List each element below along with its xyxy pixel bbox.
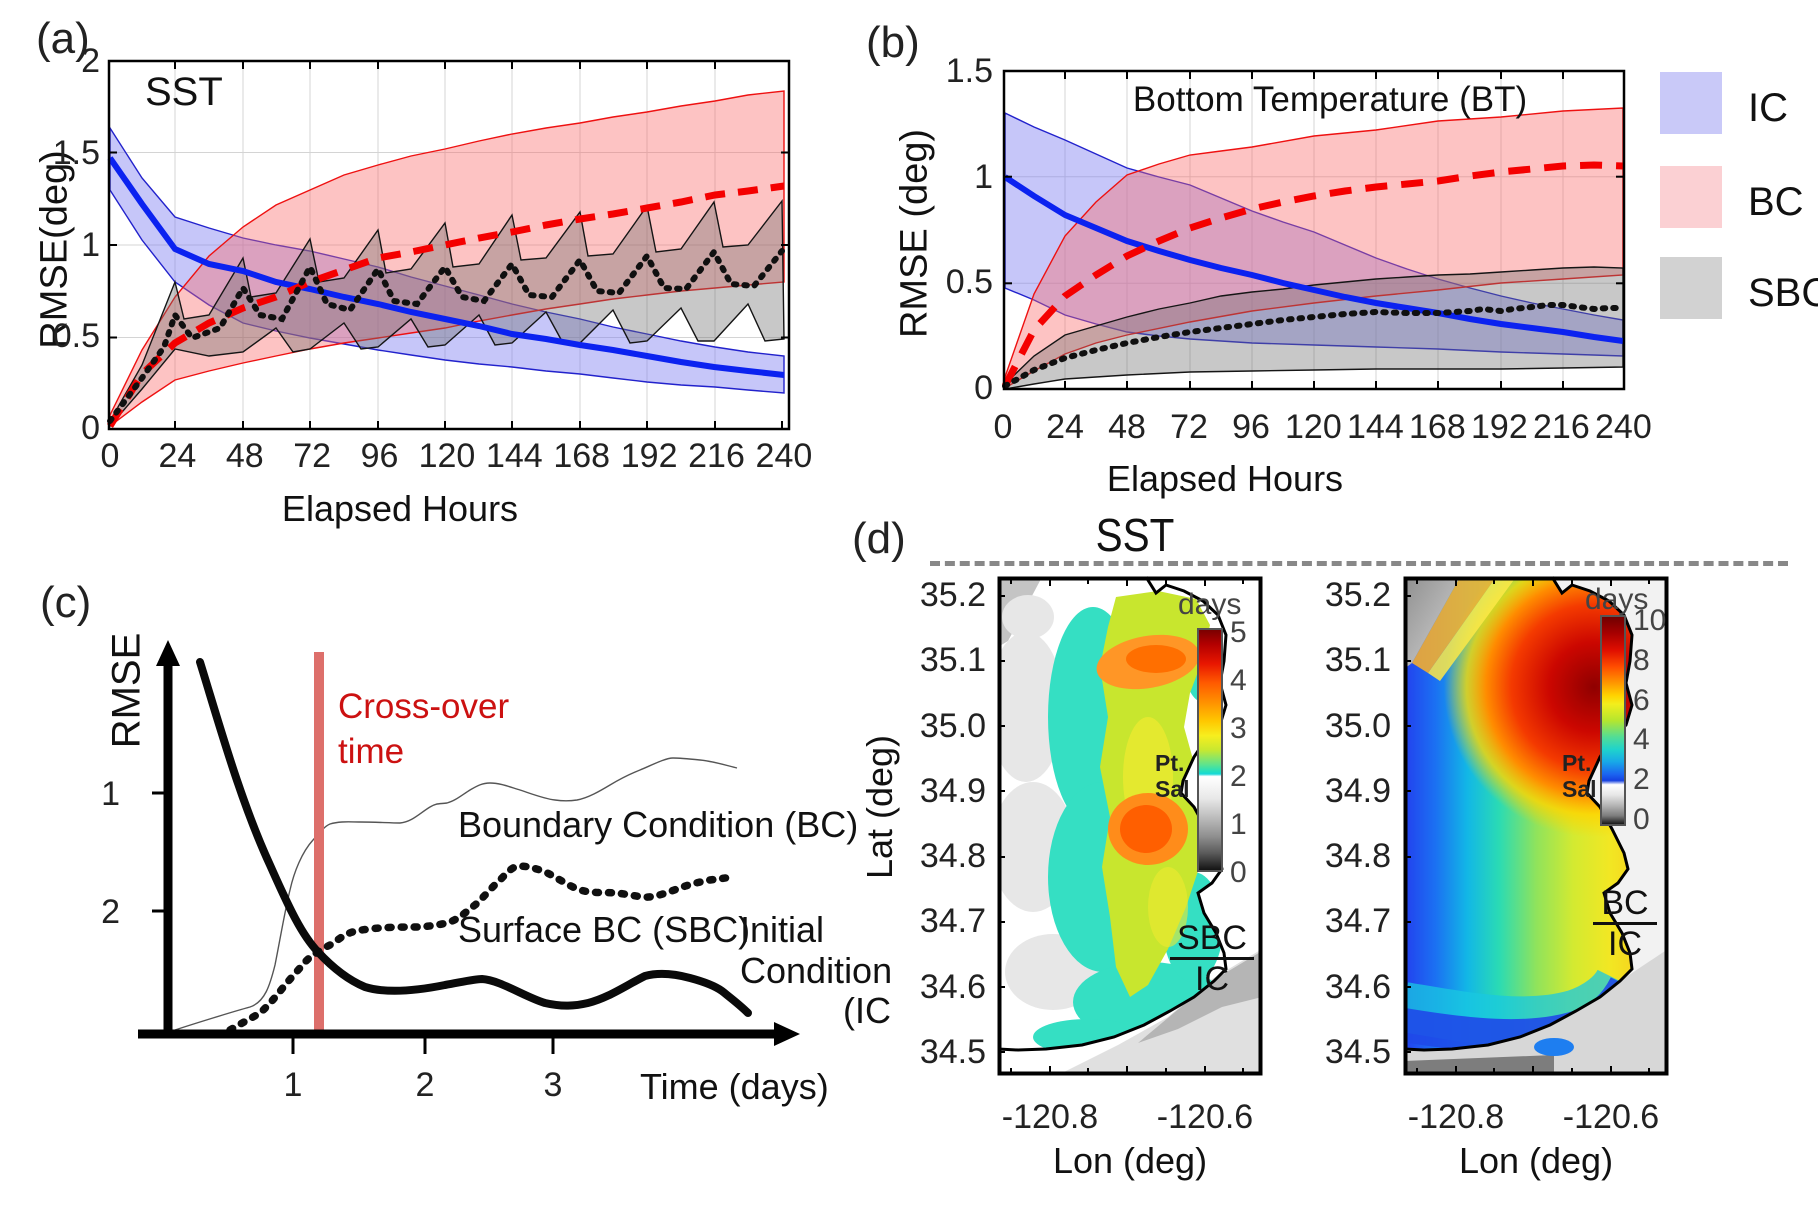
map1-lon-tick-2: -120.6 bbox=[1156, 1098, 1254, 1136]
panel-c-xlabel: Time (days) bbox=[640, 1066, 829, 1107]
panel-a-title: SST bbox=[145, 70, 223, 114]
panel-c-label: (c) bbox=[40, 578, 92, 627]
map-lat-axis-label: Lat (deg) bbox=[859, 734, 900, 880]
panel-b-grid bbox=[1003, 70, 1625, 390]
map1-fraction-label: SBC IC bbox=[1170, 920, 1254, 997]
crossover-label: Cross-over time bbox=[338, 687, 510, 771]
panel-a-ytick-labels: 2 1.5 1 0.5 0 bbox=[52, 42, 100, 447]
sbc-curve bbox=[226, 862, 737, 1034]
panel-d-label: (d) bbox=[852, 514, 906, 563]
map2-lat-tick-labels: 35.2 35.1 35.0 34.9 34.8 34.7 34.6 34.5 bbox=[1324, 576, 1391, 1071]
bc-curve bbox=[174, 757, 738, 1031]
panel-d-divider-line bbox=[930, 561, 1788, 566]
panel-a-xtick-labels: 0 24 48 72 96 120 144 168 192 216 240 bbox=[100, 437, 813, 475]
map1-south-coast-shade bbox=[1138, 951, 1262, 1043]
map2-bottom-dark-strip bbox=[1404, 1055, 1554, 1075]
map2-colorbar-title: days bbox=[1585, 583, 1649, 616]
map1-lat-tick-labels: 35.2 35.1 35.0 34.9 34.8 34.7 34.6 34.5 bbox=[919, 576, 986, 1071]
panel-a-frame bbox=[107, 59, 791, 431]
bc-curve-label: Boundary Condition (BC) bbox=[458, 804, 859, 845]
map1-colorbar-title: days bbox=[1178, 588, 1242, 621]
panel-b-ytick-labels: 1.5 1 0.5 0 bbox=[945, 52, 993, 407]
map2-lon-tick-2: -120.6 bbox=[1562, 1098, 1660, 1136]
panel-c-ytick-1: 1 bbox=[101, 775, 120, 813]
panel-a-sbc-mean-line bbox=[107, 246, 785, 424]
panel-b-sbc-mean-line bbox=[1002, 302, 1626, 389]
legend-swatch-ic bbox=[1660, 72, 1722, 134]
map-bc-ic bbox=[1403, 576, 1669, 1076]
panel-c-axes bbox=[138, 640, 800, 1046]
panel-b-xlabel: Elapsed Hours bbox=[1106, 458, 1344, 499]
map2-lon-tick-1: -120.8 bbox=[1407, 1098, 1505, 1136]
ic-curve-label-line3: (IC bbox=[843, 990, 891, 1031]
panel-b-sbc-band bbox=[1004, 266, 1624, 390]
legend-swatch-sbc bbox=[1660, 257, 1722, 319]
ic-curve-label-line1: Initial bbox=[740, 909, 825, 950]
panel-b-ic-mean-line bbox=[1003, 174, 1624, 344]
panel-a-xlabel: Elapsed Hours bbox=[281, 488, 519, 529]
panel-c-schematic bbox=[138, 640, 800, 1054]
panel-b-frame bbox=[1002, 69, 1626, 391]
map2-fraction-label: BC IC bbox=[1593, 885, 1657, 962]
panel-c-ytick-2: 2 bbox=[101, 893, 120, 931]
map1-colorbar bbox=[1197, 628, 1223, 872]
ic-curve bbox=[196, 658, 752, 1017]
ic-curve-label-line2: Condition bbox=[740, 950, 893, 991]
map1-frame bbox=[997, 576, 1263, 1076]
panel-b-xtick-labels: 0 24 48 72 96 120 144 168 192 216 240 bbox=[993, 408, 1652, 446]
legend-label-ic: IC bbox=[1748, 86, 1788, 130]
map1-pt-sal-label: Pt. Sal bbox=[1155, 750, 1190, 802]
panel-a-label: (a) bbox=[36, 14, 90, 63]
legend-label-bc: BC bbox=[1748, 180, 1804, 224]
map2-frame bbox=[1403, 576, 1669, 1076]
panel-d-title: SST bbox=[1095, 509, 1175, 561]
map2-blue-lake bbox=[1534, 1038, 1574, 1056]
map2-south-land-gray bbox=[1404, 949, 1668, 1075]
panel-a-plot bbox=[107, 59, 791, 431]
map1-lon-axis-label: Lon (deg) bbox=[1052, 1140, 1208, 1181]
panel-a-ic-band bbox=[109, 125, 785, 394]
panel-a-sbc-band bbox=[109, 198, 785, 428]
map2-colorbar bbox=[1600, 615, 1626, 826]
map2-colorbar-ticks: 10 8 6 4 2 0 bbox=[1633, 604, 1667, 836]
map2-lon-axis-label: Lon (deg) bbox=[1458, 1140, 1614, 1181]
sbc-curve-label: Surface BC (SBC) bbox=[458, 909, 751, 950]
panel-b-bc-mean-line bbox=[1001, 161, 1624, 388]
map1-orange-patches bbox=[1096, 634, 1200, 865]
map2-pt-sal-label: Pt. Sal bbox=[1562, 750, 1597, 802]
panel-c-xtick-3: 3 bbox=[543, 1066, 563, 1104]
panel-c-ylabel: RMSE bbox=[104, 632, 149, 749]
panel-c-xtick-2: 2 bbox=[415, 1066, 435, 1104]
legend-label-sbc: SBC bbox=[1748, 271, 1818, 315]
panel-b-title: Bottom Temperature (BT) bbox=[1132, 80, 1528, 119]
panel-a-ic-mean-line bbox=[107, 156, 785, 378]
map1-lon-tick-1: -120.8 bbox=[1001, 1098, 1099, 1136]
panel-b-plot bbox=[1001, 69, 1626, 391]
legend-swatch-bc bbox=[1660, 166, 1722, 228]
panel-c-xtick-1: 1 bbox=[283, 1066, 303, 1104]
map2-sea-field bbox=[1404, 577, 1632, 1050]
map2-coastline bbox=[1403, 576, 1634, 1052]
panel-c-ticks bbox=[152, 791, 555, 1054]
panel-b-label: (b) bbox=[866, 18, 920, 67]
